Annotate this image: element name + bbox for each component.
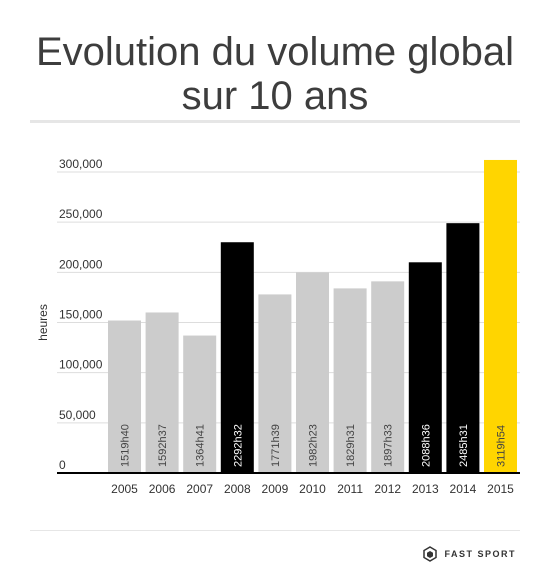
y-tick-label: 300,000 — [59, 157, 103, 171]
bar-data-label: 2485h31 — [458, 424, 470, 467]
chart-title-line-2: sur 10 ans — [181, 74, 369, 118]
bar — [333, 288, 367, 473]
brand-name: FAST SPORT — [444, 549, 516, 559]
bottom-divider — [30, 530, 520, 531]
top-divider — [30, 120, 520, 123]
bar-data-label: 1982h23 — [308, 424, 320, 467]
y-tick-label: 200,000 — [59, 257, 103, 271]
x-tick-label: 2006 — [149, 482, 176, 496]
x-tick-label: 2010 — [299, 482, 326, 496]
bar-data-label: 1897h33 — [383, 424, 395, 467]
chart-title-line-1: Evolution du volume global — [35, 30, 515, 74]
bar — [446, 223, 480, 473]
bar-data-label: 1364h41 — [195, 424, 207, 467]
bar — [296, 272, 329, 473]
chart-title: Evolution du volume global sur 10 ans — [0, 30, 550, 118]
x-tick-label: 2015 — [487, 482, 514, 496]
brand-logo: FAST SPORT — [422, 546, 516, 562]
y-axis-label: heures — [36, 304, 50, 341]
bar-data-label: 3119h54 — [496, 425, 508, 467]
bar-data-label: 1771h39 — [270, 424, 282, 467]
bar-data-label: 1519h40 — [120, 424, 132, 467]
bar — [258, 294, 292, 473]
x-tick-label: 2009 — [262, 482, 289, 496]
x-tick-label: 2013 — [412, 482, 439, 496]
y-tick-label: 150,000 — [59, 308, 103, 322]
hexagon-logo-icon — [423, 546, 438, 562]
x-tick-label: 2012 — [374, 482, 401, 496]
x-tick-label: 2005 — [111, 482, 138, 496]
bar — [371, 281, 405, 473]
bar — [220, 242, 254, 473]
bar-data-label: 2292h32 — [232, 424, 244, 467]
bar-data-label: 1829h31 — [345, 424, 357, 467]
bar — [183, 335, 217, 473]
y-tick-label: 100,000 — [59, 358, 103, 372]
bar-data-label: 1592h37 — [157, 424, 169, 467]
bar — [408, 262, 442, 473]
bar — [145, 312, 179, 473]
bar — [484, 159, 517, 473]
x-tick-label: 2014 — [450, 482, 477, 496]
bar-chart: 0 50,000 100,000 150,000 200,000 250,000 300,0… — [36, 157, 520, 496]
bar — [108, 320, 141, 473]
y-tick-label: 50,000 — [59, 408, 96, 422]
y-tick-label: 250,000 — [59, 207, 103, 221]
bar-data-label: 2088h36 — [420, 424, 432, 467]
y-tick-label: 0 — [59, 458, 66, 472]
x-tick-label: 2008 — [224, 482, 251, 496]
x-tick-label: 2011 — [337, 482, 363, 496]
x-tick-label: 2007 — [186, 482, 213, 496]
